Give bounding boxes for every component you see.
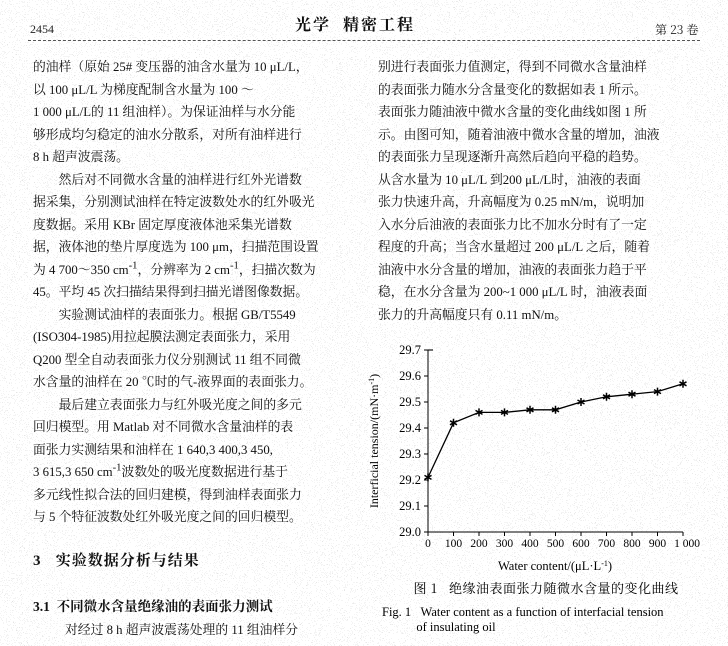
svg-text:600: 600	[572, 538, 590, 550]
svg-text:29.5: 29.5	[399, 395, 421, 409]
svg-text:29.7: 29.7	[399, 343, 421, 357]
svg-text:700: 700	[598, 538, 616, 550]
svg-text:0: 0	[425, 538, 431, 550]
svg-text:29.3: 29.3	[399, 447, 421, 461]
svg-text:Water content/(μL·L-1): Water content/(μL·L-1)	[498, 559, 612, 574]
svg-text:29.1: 29.1	[399, 499, 421, 513]
svg-text:200: 200	[470, 538, 488, 550]
svg-text:29.2: 29.2	[399, 473, 421, 487]
svg-text:100: 100	[445, 538, 463, 550]
svg-text:300: 300	[496, 538, 514, 550]
svg-text:1 000: 1 000	[674, 538, 700, 550]
svg-text:500: 500	[547, 538, 565, 550]
svg-text:400: 400	[521, 538, 539, 550]
svg-text:29.0: 29.0	[399, 525, 421, 539]
svg-text:800: 800	[623, 538, 641, 550]
svg-text:29.4: 29.4	[399, 421, 422, 435]
svg-text:900: 900	[649, 538, 667, 550]
svg-text:Interficial tension/(mN·m-1): Interficial tension/(mN·m-1)	[367, 374, 382, 508]
svg-text:29.6: 29.6	[399, 369, 421, 383]
